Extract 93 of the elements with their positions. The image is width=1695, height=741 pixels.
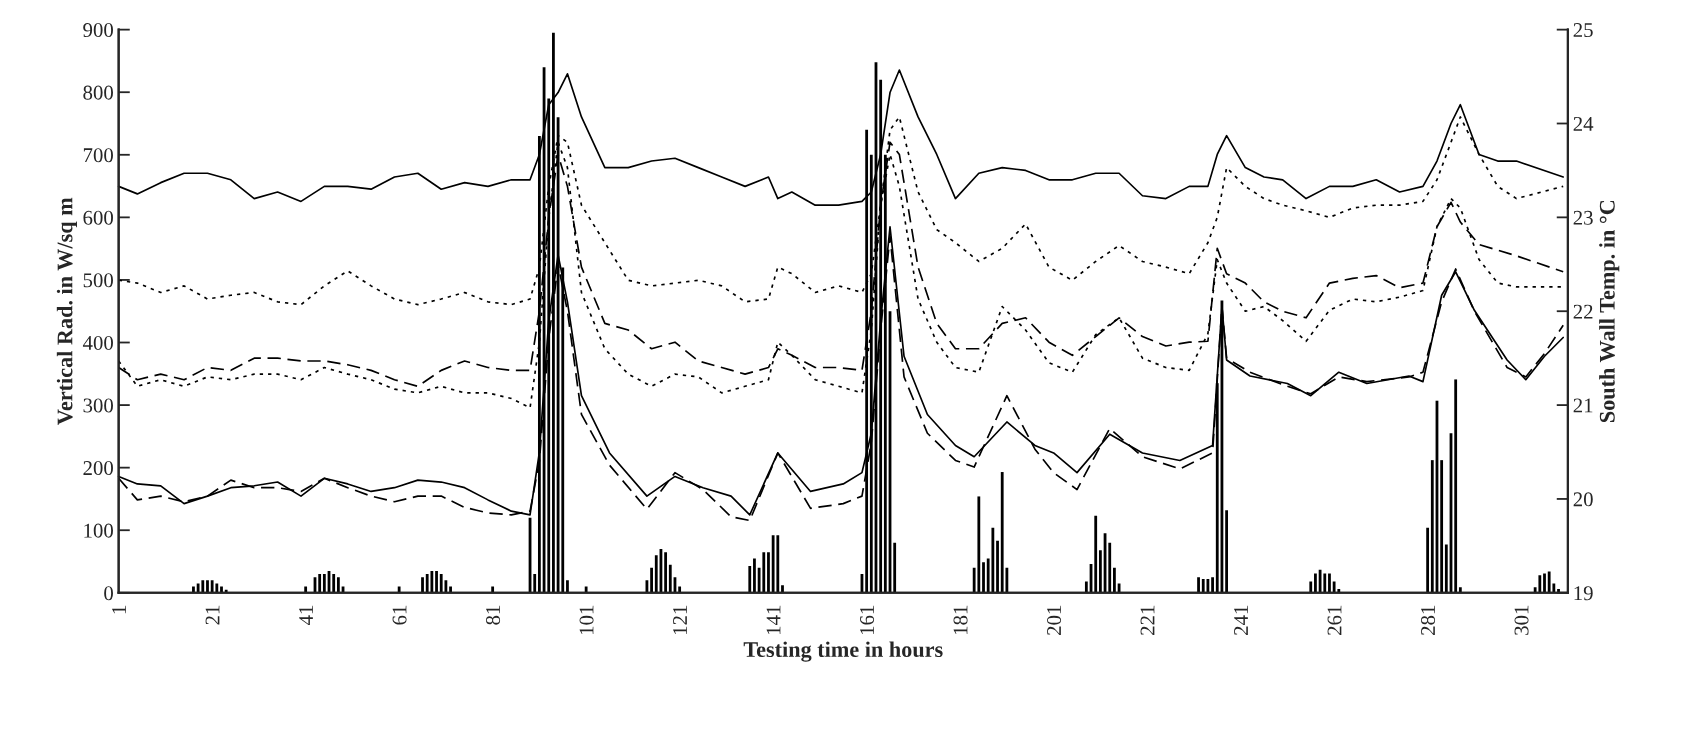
- y2-tick-label: 25: [1573, 23, 1593, 38]
- bar: [753, 558, 756, 593]
- bar: [201, 580, 205, 593]
- x-tick-label: 241: [1234, 605, 1248, 635]
- y2-tick-label: 21: [1573, 398, 1593, 413]
- bar: [1547, 571, 1551, 593]
- bar: [1084, 581, 1088, 593]
- bar: [1225, 510, 1229, 593]
- bar: [1543, 573, 1546, 593]
- x-tick-label: 301: [1514, 605, 1529, 635]
- bar: [1309, 581, 1313, 593]
- bar: [1201, 579, 1205, 593]
- bar: [1108, 542, 1112, 593]
- bar: [196, 583, 200, 593]
- bar: [1211, 577, 1214, 593]
- x-tick-label: 21: [205, 605, 220, 625]
- x-tick-label: 41: [299, 605, 313, 626]
- y2-tick-label: 20: [1573, 492, 1593, 507]
- bar: [1113, 567, 1116, 593]
- x-tick-label: 61: [392, 605, 407, 625]
- y2-axis-title: South Wall Temp. in °C: [1599, 200, 1620, 423]
- bar: [781, 585, 784, 593]
- y-tick-label: 0: [104, 586, 113, 601]
- bar: [748, 565, 752, 593]
- bar: [771, 535, 775, 593]
- bar: [439, 574, 443, 593]
- y-tick-label: 500: [83, 273, 113, 288]
- bar: [1444, 544, 1448, 593]
- x-axis-title: Testing time in hours: [743, 641, 943, 662]
- bar: [996, 540, 999, 593]
- y2-tick-label: 23: [1573, 210, 1593, 225]
- bar: [1458, 587, 1462, 593]
- bar: [977, 496, 981, 593]
- bar: [1440, 460, 1444, 593]
- bar: [1000, 472, 1004, 593]
- bar: [1098, 550, 1102, 593]
- bar: [762, 552, 766, 593]
- bar: [206, 580, 209, 593]
- y-tick-label: 600: [83, 210, 113, 225]
- bar: [1197, 577, 1200, 593]
- y2-tick-label: 22: [1573, 304, 1593, 319]
- y2-tick-label: 24: [1573, 116, 1594, 131]
- bar: [1538, 575, 1542, 593]
- y-tick-label: 100: [84, 523, 113, 538]
- bar: [1328, 573, 1331, 593]
- y-tick-label: 200: [83, 461, 113, 476]
- bar: [893, 542, 897, 593]
- bar: [435, 570, 438, 593]
- x-tick-label: 221: [1140, 605, 1155, 635]
- bar: [767, 552, 770, 593]
- x-tick-label: 141: [766, 605, 781, 635]
- x-tick-label: 281: [1421, 605, 1436, 635]
- x-tick-label: 121: [673, 605, 687, 635]
- y-axis-title: Vertical Rad. in W/sq m: [56, 197, 77, 425]
- x-tick-label: 181: [953, 605, 968, 635]
- y-tick-label: 900: [83, 23, 113, 38]
- bar: [664, 552, 668, 593]
- y-tick-label: 800: [83, 85, 113, 100]
- bar: [430, 570, 434, 593]
- y-tick-label: 400: [82, 335, 113, 350]
- bar: [1426, 527, 1430, 593]
- bar: [1314, 573, 1317, 593]
- bar: [425, 574, 429, 593]
- bar: [1318, 569, 1322, 593]
- bar: [982, 562, 985, 593]
- bar: [322, 574, 326, 593]
- bar: [1430, 460, 1434, 593]
- bar: [421, 577, 424, 593]
- bar: [1332, 581, 1336, 593]
- y-tick-label: 300: [83, 398, 113, 413]
- bar: [668, 564, 672, 593]
- bar: [566, 580, 569, 593]
- bar: [215, 583, 219, 593]
- bar: [336, 577, 340, 593]
- x-tick-label: 1: [112, 605, 126, 614]
- bar: [332, 574, 336, 593]
- x-tick-label: 161: [860, 605, 875, 635]
- bar: [318, 574, 322, 593]
- x-tick-label: 81: [486, 605, 501, 625]
- y2-tick-label: 19: [1574, 586, 1593, 601]
- x-tick-label: 201: [1047, 605, 1062, 635]
- bar: [650, 567, 653, 593]
- bar: [210, 580, 214, 593]
- bar: [1454, 379, 1458, 593]
- bar: [776, 535, 780, 593]
- bar: [1094, 515, 1098, 593]
- y-tick-label: 700: [83, 148, 113, 163]
- x-tick-label: 101: [579, 605, 594, 635]
- bar: [991, 527, 995, 593]
- bar: [654, 555, 658, 593]
- bar: [533, 574, 537, 593]
- x-tick-label: 261: [1327, 605, 1342, 635]
- bar: [1323, 573, 1327, 593]
